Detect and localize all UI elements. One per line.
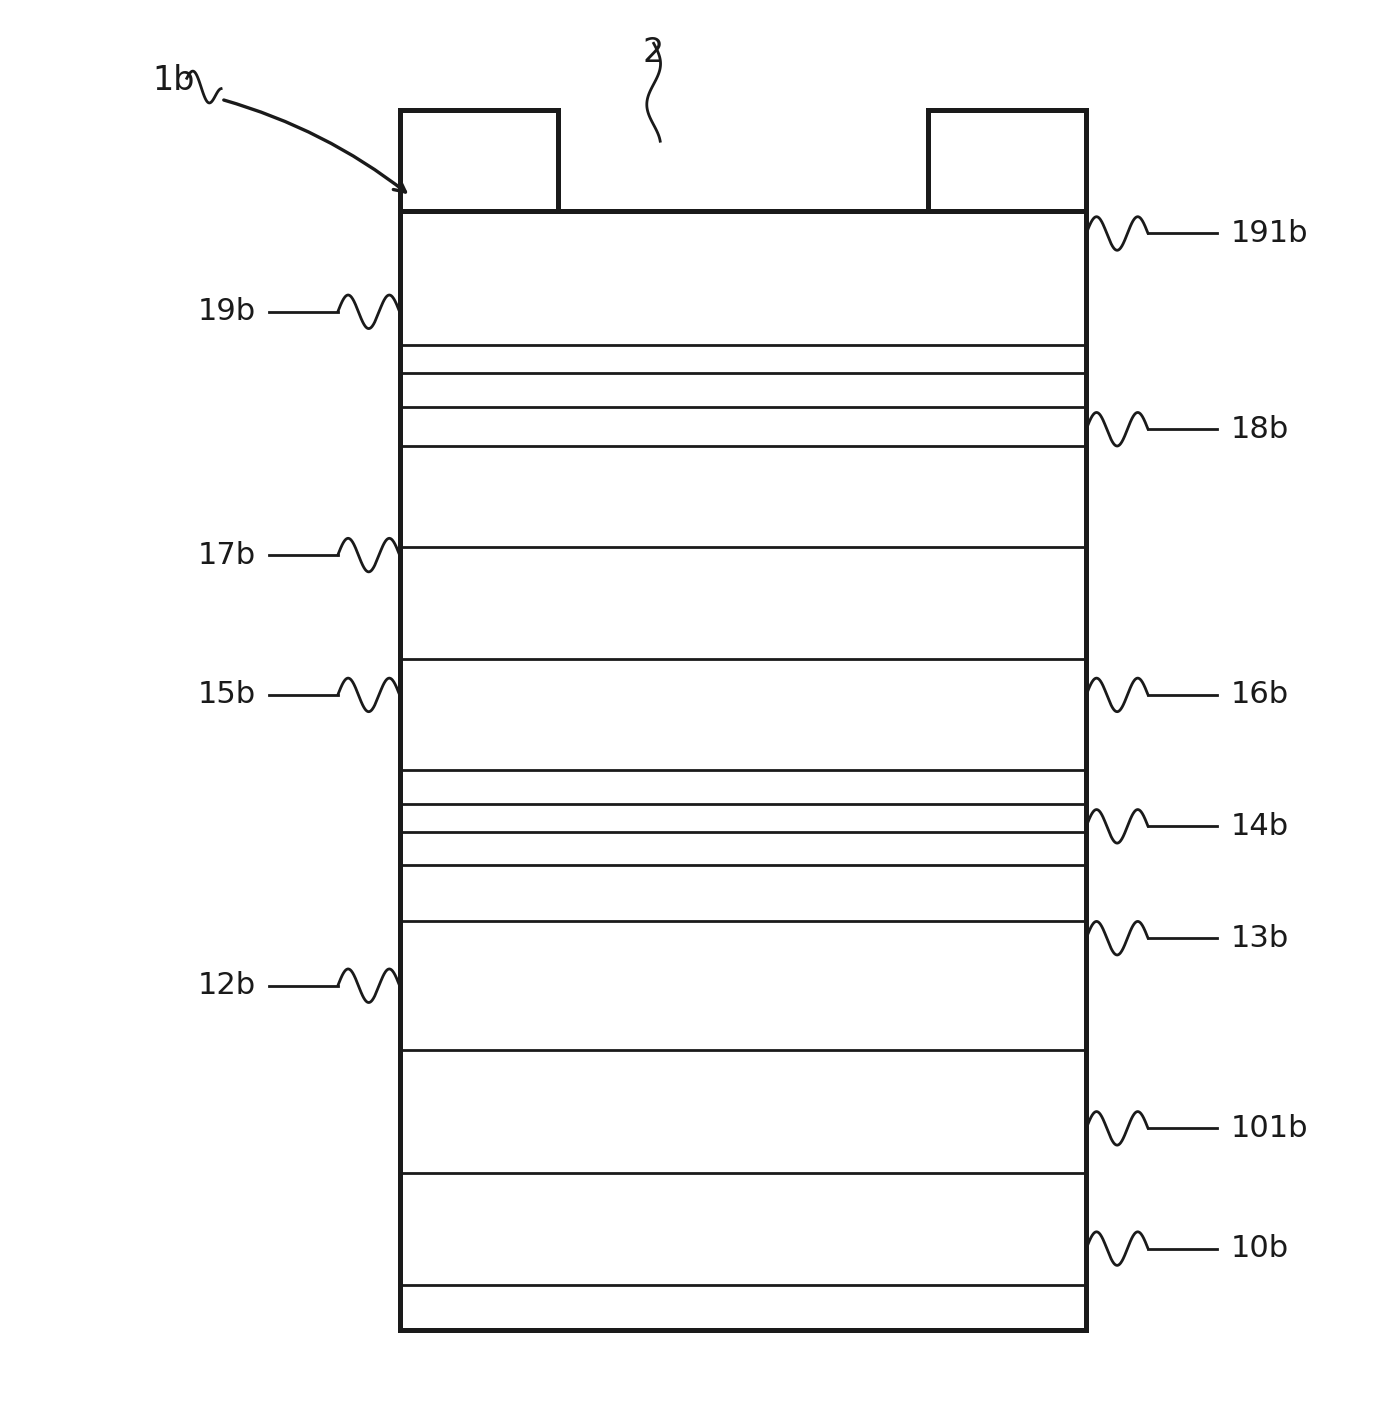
Text: 13b: 13b	[1230, 923, 1289, 953]
Text: 14b: 14b	[1230, 811, 1288, 841]
Text: 1b: 1b	[153, 64, 195, 97]
Text: 12b: 12b	[197, 971, 256, 1000]
Text: 15b: 15b	[197, 681, 256, 709]
Text: 16b: 16b	[1230, 681, 1288, 709]
Text: 2: 2	[643, 36, 665, 69]
Text: 10b: 10b	[1230, 1234, 1288, 1264]
Bar	[399, 111, 557, 212]
Text: 101b: 101b	[1230, 1114, 1309, 1143]
Text: 17b: 17b	[197, 541, 256, 570]
Bar	[399, 212, 1086, 1330]
Text: 19b: 19b	[197, 297, 256, 326]
Text: 191b: 191b	[1230, 219, 1309, 248]
Bar	[929, 111, 1086, 212]
Text: 18b: 18b	[1230, 415, 1289, 444]
